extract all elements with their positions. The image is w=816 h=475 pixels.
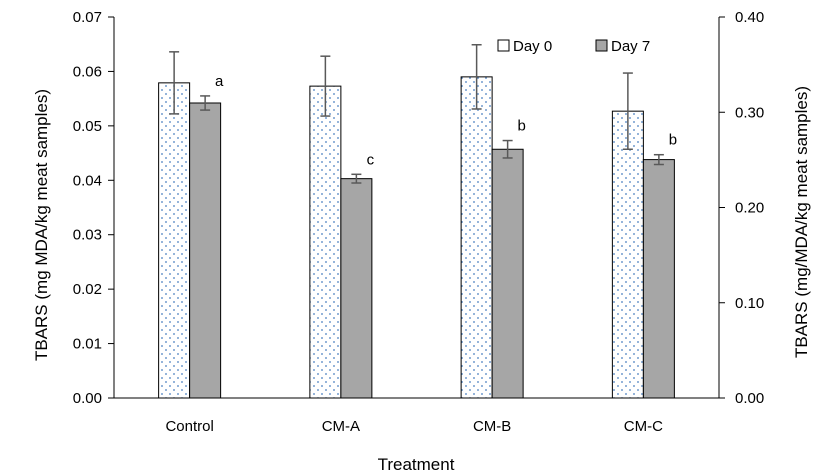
y-tick-label: 0.05 bbox=[73, 118, 102, 135]
axes-layer bbox=[108, 16, 725, 399]
significance-label: c bbox=[367, 151, 375, 168]
y-tick-label: 0.04 bbox=[73, 172, 102, 189]
x-tick-label: Control bbox=[165, 418, 213, 435]
legend: Day 0 Day 7 bbox=[497, 38, 650, 55]
bar-day7-cm-b bbox=[491, 148, 524, 399]
y-tick-label: 0.03 bbox=[73, 227, 102, 244]
bar-day0-cm-a bbox=[309, 85, 342, 399]
bar-day0-control bbox=[158, 82, 191, 399]
x-tick-label: CM-B bbox=[473, 418, 511, 435]
legend-swatch-day0 bbox=[497, 39, 510, 52]
x-axis-title: Treatment bbox=[378, 455, 455, 474]
x-tick-label: CM-C bbox=[624, 418, 663, 435]
y-tick-label: 0.06 bbox=[73, 63, 102, 80]
y2-tick-label: 0.10 bbox=[735, 295, 764, 312]
y2-tick-label: 0.20 bbox=[735, 200, 764, 217]
legend-label-day7: Day 7 bbox=[611, 38, 650, 55]
significance-label: b bbox=[517, 118, 525, 135]
legend-label-day0: Day 0 bbox=[513, 38, 552, 55]
bar-day7-cm-c bbox=[642, 159, 675, 399]
bars-layer bbox=[158, 44, 675, 399]
significance-label: a bbox=[215, 73, 224, 90]
y2-tick-label: 0.00 bbox=[735, 390, 764, 407]
y-tick-label: 0.07 bbox=[73, 9, 102, 26]
y2-axis-title: TBARS (mg/MDA/kg meat samples) bbox=[792, 86, 811, 358]
y-tick-label: 0.01 bbox=[73, 336, 102, 353]
y-tick-label: 0.02 bbox=[73, 281, 102, 298]
y2-tick-label: 0.30 bbox=[735, 104, 764, 121]
y-axis-title: TBARS (mg MDA/kg meat samples) bbox=[32, 89, 51, 361]
y-tick-label: 0.00 bbox=[73, 390, 102, 407]
x-tick-label: CM-A bbox=[322, 418, 360, 435]
bar-day7-cm-a bbox=[340, 178, 373, 399]
legend-swatch-day7 bbox=[595, 39, 608, 52]
y2-tick-label: 0.40 bbox=[735, 9, 764, 26]
bar-day0-cm-c bbox=[611, 110, 644, 399]
bar-day7-control bbox=[189, 102, 222, 399]
ticks-layer: 0.00 0.01 0.02 0.03 0.04 0.05 0.06 0.07 0.00 0.10… bbox=[73, 9, 764, 435]
bar-day0-cm-b bbox=[460, 76, 493, 399]
significance-label: b bbox=[669, 132, 677, 149]
